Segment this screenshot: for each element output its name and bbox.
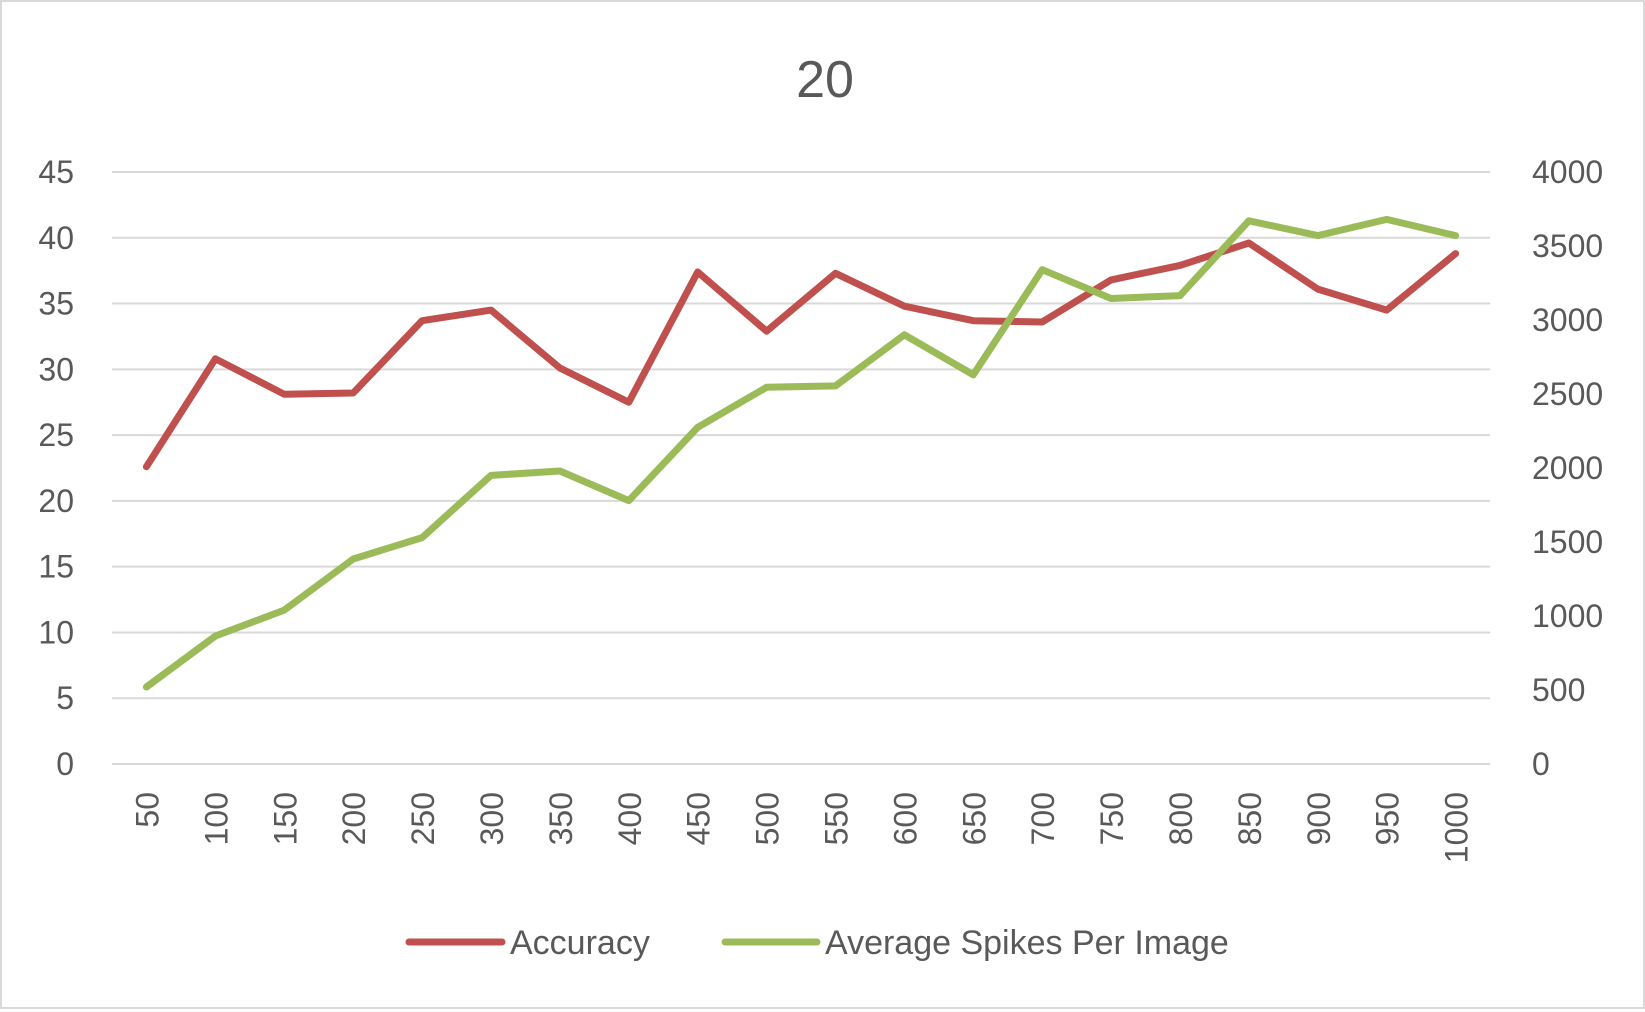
- y-tick-label-right: 2500: [1532, 376, 1603, 412]
- y-tick-label-left: 15: [38, 549, 74, 585]
- x-tick-label: 900: [1301, 792, 1337, 845]
- y-tick-label-right: 3500: [1532, 228, 1603, 264]
- y-tick-label-left: 25: [38, 417, 74, 453]
- y-tick-label-right: 2000: [1532, 450, 1603, 486]
- y-tick-label-left: 10: [38, 614, 74, 650]
- x-tick-label: 250: [405, 792, 441, 845]
- x-tick-label: 400: [612, 792, 648, 845]
- series-line-average-spikes-per-image: [142, 215, 1460, 691]
- right-y-axis: 0 500 1000 1500 2000 2500 3000 3500 4000: [1532, 154, 1603, 782]
- y-tick-label-left: 20: [38, 483, 74, 519]
- y-tick-label-left: 35: [38, 286, 74, 322]
- x-tick-label: 550: [818, 792, 854, 845]
- legend: Accuracy Average Spikes Per Image: [405, 924, 1229, 962]
- x-tick-label: 750: [1094, 792, 1130, 845]
- left-y-axis: 0 5 10 15 20 25 30 35 40 45: [38, 154, 74, 782]
- y-tick-label-right: 0: [1532, 746, 1550, 782]
- x-tick-label: 300: [474, 792, 510, 845]
- y-tick-label-left: 40: [38, 220, 74, 256]
- legend-label: Accuracy: [510, 924, 650, 962]
- x-tick-label: 50: [129, 792, 165, 828]
- y-tick-label-left: 5: [56, 680, 74, 716]
- y-tick-label-right: 3000: [1532, 302, 1603, 338]
- x-axis: 50 100 150 200 250 300 350 400 450 500 550 600 650 70…: [129, 792, 1474, 863]
- y-tick-label-right: 500: [1532, 672, 1585, 708]
- gridlines: [112, 171, 1490, 765]
- x-tick-label: 950: [1370, 792, 1406, 845]
- x-tick-label: 850: [1232, 792, 1268, 845]
- x-tick-label: 350: [543, 792, 579, 845]
- y-tick-label-right: 1000: [1532, 598, 1603, 634]
- x-tick-label: 100: [198, 792, 234, 845]
- y-tick-label-left: 30: [38, 351, 74, 387]
- legend-label: Average Spikes Per Image: [825, 924, 1229, 962]
- series-line-accuracy: [142, 239, 1460, 471]
- y-tick-label-right: 1500: [1532, 524, 1603, 560]
- x-tick-label: 450: [681, 792, 717, 845]
- x-tick-label: 700: [1025, 792, 1061, 845]
- x-tick-label: 600: [887, 792, 923, 845]
- x-tick-label: 800: [1163, 792, 1199, 845]
- x-tick-label: 1000: [1439, 792, 1475, 863]
- y-tick-label-left: 45: [38, 154, 74, 190]
- x-tick-label: 150: [267, 792, 303, 845]
- series-lines: [142, 215, 1460, 691]
- y-tick-label-right: 4000: [1532, 154, 1603, 190]
- x-tick-label: 500: [750, 792, 786, 845]
- x-tick-label: 650: [956, 792, 992, 845]
- chart-title: 20: [796, 51, 854, 109]
- x-tick-label: 200: [336, 792, 372, 845]
- y-tick-label-left: 0: [56, 746, 74, 782]
